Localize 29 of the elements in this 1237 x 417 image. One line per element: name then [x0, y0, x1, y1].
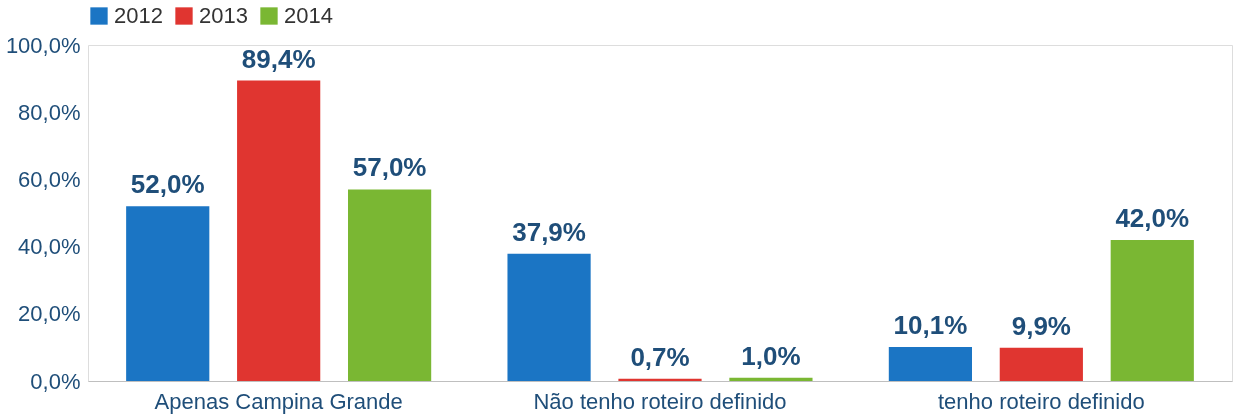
x-tick-label: Não tenho roteiro definido	[533, 388, 787, 414]
data-label: 52,0%	[130, 169, 205, 200]
bar	[237, 80, 321, 381]
bar	[729, 377, 813, 381]
data-label: 9,9%	[1011, 310, 1071, 341]
data-label: 10,1%	[893, 310, 968, 341]
y-tick-label: 0,0%	[30, 368, 81, 394]
y-tick-label: 60,0%	[18, 166, 81, 192]
legend-label: 2012	[114, 3, 163, 28]
bar	[999, 347, 1083, 381]
legend-label: 2013	[199, 3, 248, 28]
bar	[888, 347, 972, 381]
data-label: 37,9%	[512, 216, 586, 247]
y-tick-label: 80,0%	[18, 99, 81, 125]
bar	[1110, 239, 1194, 381]
data-label: 1,0%	[741, 340, 801, 371]
y-tick-label: 100,0%	[5, 32, 81, 58]
data-label: 57,0%	[352, 152, 427, 183]
y-tick-label: 20,0%	[18, 301, 81, 327]
bar	[126, 206, 210, 381]
data-label: 42,0%	[1115, 202, 1190, 233]
x-tick-label: Apenas Campina Grande	[154, 388, 403, 414]
y-tick-label: 40,0%	[18, 234, 81, 260]
data-label: 89,4%	[241, 43, 316, 74]
data-label: 0,7%	[630, 341, 690, 372]
legend-label: 2014	[284, 3, 333, 28]
bar	[348, 189, 432, 381]
x-tick-label: tenho roteiro definido	[937, 388, 1145, 414]
bar	[507, 253, 591, 381]
